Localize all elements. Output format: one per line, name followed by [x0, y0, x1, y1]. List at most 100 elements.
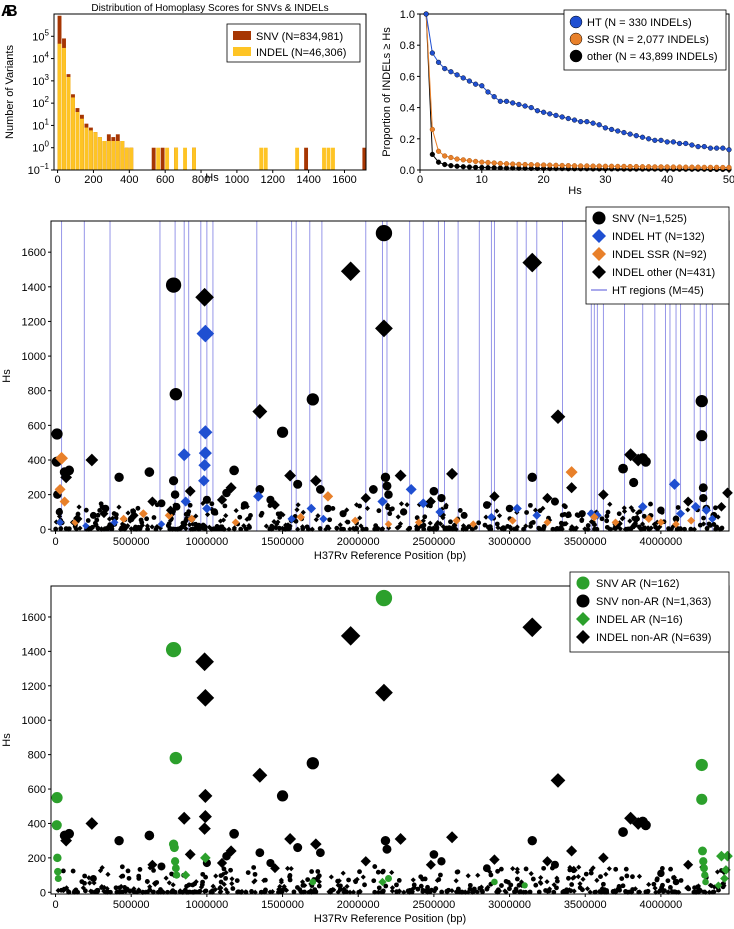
background-point: [580, 876, 586, 882]
background-point: [410, 877, 416, 883]
background-point: [77, 525, 83, 531]
data-point-snv-non-ar: [550, 860, 559, 869]
data-point-indel-non-ar: [542, 856, 553, 867]
background-point: [53, 519, 59, 525]
background-point: [63, 885, 70, 891]
background-point: [409, 888, 415, 894]
background-point: [719, 525, 725, 531]
y-tick-label: 0: [40, 524, 46, 536]
series-point: [683, 140, 689, 147]
legend-marker: [592, 247, 606, 261]
data-point-indel-ssr: [657, 518, 665, 527]
background-point: [563, 521, 569, 527]
background-point: [590, 865, 596, 871]
x-tick-label: 200: [84, 174, 102, 186]
data-point-indel-other: [85, 453, 99, 467]
data-point-snv: [384, 490, 393, 499]
series-point: [596, 122, 602, 128]
x-tick-label: 0: [417, 174, 423, 186]
background-point: [198, 884, 205, 890]
background-point: [252, 878, 258, 884]
background-point: [396, 877, 402, 883]
series-point: [528, 162, 534, 168]
background-point: [105, 871, 111, 877]
background-point: [316, 883, 322, 889]
series-point: [479, 164, 485, 171]
background-point: [514, 866, 520, 872]
background-point: [159, 889, 165, 895]
series-point: [726, 164, 732, 171]
y-tick-label: 600: [28, 784, 46, 796]
background-point: [267, 889, 273, 895]
background-point: [165, 889, 170, 895]
background-point: [508, 882, 514, 888]
background-point: [685, 507, 691, 513]
data-point-snv: [255, 485, 265, 494]
background-point: [113, 885, 119, 891]
background-point: [536, 889, 542, 895]
y-axis-label: Hs: [1, 733, 13, 747]
background-point: [302, 882, 308, 889]
data-point-snv: [696, 430, 708, 442]
hist-bar-indel: [84, 127, 89, 170]
background-point: [623, 866, 629, 872]
background-point: [282, 526, 288, 532]
data-point-indel-non-ar: [631, 817, 645, 830]
background-point: [372, 864, 378, 869]
background-point: [297, 887, 303, 893]
series-point: [442, 65, 448, 72]
background-point: [550, 526, 556, 532]
background-point: [440, 523, 446, 530]
background-point: [604, 888, 609, 893]
hist-bar-indel: [88, 130, 93, 170]
data-point-snv-non-ar: [144, 830, 155, 841]
data-point-indel-other: [74, 514, 83, 524]
data-point-snv-ar: [702, 878, 709, 886]
data-point-snv-ar: [491, 878, 498, 886]
background-point: [587, 889, 593, 895]
data-point-indel-other: [425, 496, 436, 507]
data-point-indel-non-ar: [85, 817, 99, 830]
background-point: [60, 868, 66, 874]
background-point: [71, 889, 77, 895]
background-point: [76, 504, 82, 510]
data-point-indel-non-ar: [147, 859, 158, 870]
background-point: [139, 522, 145, 528]
background-point: [630, 874, 635, 880]
data-point-snv: [375, 224, 393, 242]
background-point: [623, 889, 628, 894]
background-point: [646, 881, 652, 888]
background-point: [600, 881, 606, 887]
hist-bar-indel: [120, 141, 125, 170]
background-point: [72, 523, 78, 529]
data-point-snv-ar: [521, 882, 528, 889]
y-tick-label: 10−1: [28, 162, 50, 177]
background-point: [249, 889, 254, 894]
background-point: [498, 526, 504, 532]
background-point: [528, 523, 533, 529]
background-point: [653, 889, 659, 895]
background-point: [383, 883, 389, 889]
background-point: [421, 522, 427, 528]
background-point: [202, 526, 208, 532]
background-point: [138, 517, 144, 523]
data-point-snv-non-ar: [437, 857, 446, 866]
background-point: [295, 502, 301, 508]
background-point: [278, 877, 284, 883]
background-point: [364, 505, 371, 511]
background-point: [422, 514, 428, 520]
background-point: [574, 512, 580, 518]
background-point: [341, 526, 346, 532]
background-point: [291, 889, 297, 895]
background-point: [697, 522, 703, 528]
background-point: [389, 885, 396, 891]
x-tick-label: 50: [723, 174, 734, 186]
background-point: [223, 513, 229, 519]
data-point-snv: [399, 508, 408, 516]
background-point: [537, 508, 543, 514]
background-point: [389, 869, 395, 876]
background-point: [323, 526, 329, 532]
background-point: [357, 889, 363, 895]
background-point: [116, 504, 122, 510]
data-point-indel-ssr: [119, 514, 128, 524]
